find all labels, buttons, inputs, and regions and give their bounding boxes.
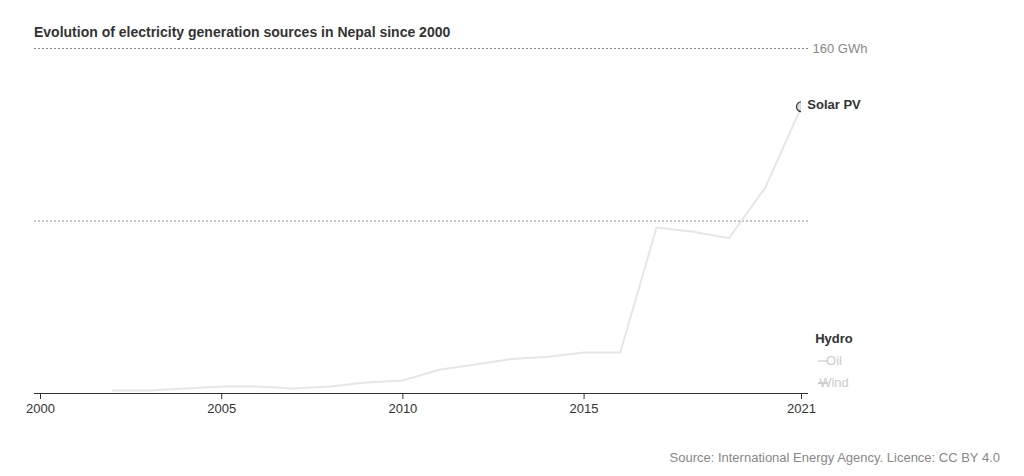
svg-text:2005: 2005: [207, 401, 236, 416]
svg-text:Oil: Oil: [826, 353, 842, 368]
svg-text:2015: 2015: [570, 401, 599, 416]
svg-text:Hydro: Hydro: [815, 331, 853, 346]
html-text:Evolution of electricity gener: Evolution of electricity generation sour…: [34, 24, 451, 40]
svg-text:2021: 2021: [787, 401, 816, 416]
svg-text:2010: 2010: [388, 401, 417, 416]
svg-text:160 GWh: 160 GWh: [813, 41, 868, 56]
svg-text:2000: 2000: [26, 401, 55, 416]
html-text:Source: International Energy A: Source: International Energy Agency. Lic…: [669, 450, 1000, 465]
svg-text:Solar PV: Solar PV: [807, 97, 861, 112]
svg-text:Wind: Wind: [819, 375, 849, 390]
